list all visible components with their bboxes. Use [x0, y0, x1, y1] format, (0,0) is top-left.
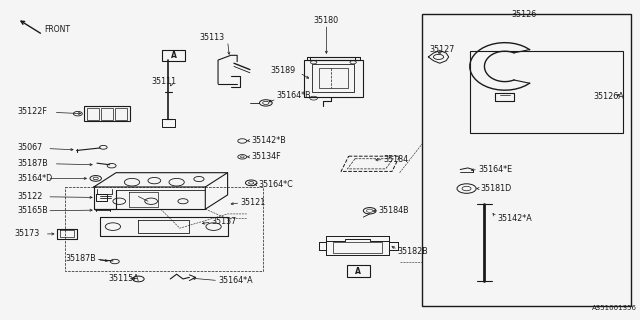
Text: 35111: 35111	[151, 77, 176, 86]
Bar	[422, 14, 631, 306]
Bar	[88, 108, 99, 120]
Text: FRONT: FRONT	[45, 25, 70, 35]
Text: 35184B: 35184B	[379, 206, 409, 215]
Text: 35180: 35180	[314, 16, 339, 25]
Bar	[84, 106, 130, 121]
Text: 35173: 35173	[14, 229, 40, 238]
Bar	[333, 242, 383, 253]
Text: 35126A: 35126A	[594, 92, 625, 101]
Bar	[65, 187, 262, 271]
Text: A: A	[170, 51, 177, 60]
Text: 35164*E: 35164*E	[478, 165, 512, 174]
Bar	[115, 108, 127, 120]
Text: 35187B: 35187B	[17, 159, 48, 168]
Text: 35137: 35137	[212, 217, 237, 226]
Text: 35122: 35122	[17, 192, 43, 201]
Bar	[304, 60, 363, 97]
Text: 35164*D: 35164*D	[17, 174, 52, 183]
Text: 35126: 35126	[511, 10, 536, 19]
Bar	[347, 265, 370, 277]
Text: 35189: 35189	[271, 66, 296, 75]
Text: 35164*B: 35164*B	[276, 92, 311, 100]
Bar	[101, 108, 113, 120]
Bar	[319, 68, 348, 88]
Text: 35184: 35184	[384, 155, 409, 164]
Text: 35127: 35127	[429, 45, 455, 54]
Text: 35122F: 35122F	[17, 107, 47, 116]
Text: 35121: 35121	[241, 198, 266, 207]
Text: 35182B: 35182B	[397, 247, 429, 257]
Text: 35113: 35113	[199, 33, 224, 42]
Bar	[470, 51, 623, 133]
Text: 35067: 35067	[17, 143, 43, 152]
Text: 35115A: 35115A	[108, 274, 139, 283]
Text: 35142*A: 35142*A	[497, 214, 532, 223]
Text: 35181D: 35181D	[481, 184, 512, 193]
Text: 35187B: 35187B	[65, 254, 96, 263]
Bar	[312, 64, 355, 92]
Text: 35164*A: 35164*A	[218, 276, 253, 285]
Text: 35134F: 35134F	[251, 152, 281, 161]
Text: A351001356: A351001356	[593, 305, 637, 311]
Text: 35164*C: 35164*C	[258, 180, 293, 189]
Text: 35142*B: 35142*B	[251, 136, 286, 145]
Text: 35165B: 35165B	[17, 206, 48, 215]
Text: A: A	[355, 267, 361, 276]
Bar	[162, 50, 185, 61]
